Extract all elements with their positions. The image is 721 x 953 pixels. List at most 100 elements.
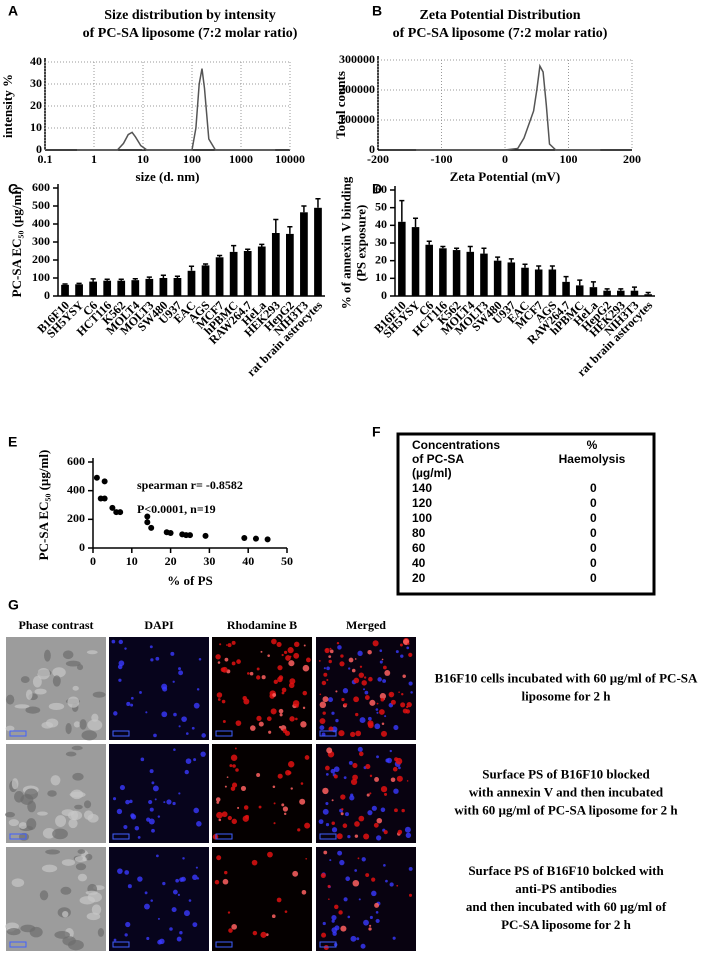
stain (334, 904, 339, 910)
bar (562, 281, 570, 296)
stain (294, 641, 300, 648)
point (101, 478, 108, 485)
nucleus (325, 801, 329, 806)
y-tick-label: 0 (79, 540, 85, 554)
bar (145, 278, 154, 296)
nucleus (144, 903, 150, 910)
stain (277, 665, 283, 671)
stain (281, 653, 284, 657)
nucleus (354, 869, 358, 872)
y-tick-label: 20 (375, 252, 387, 266)
stain (341, 808, 344, 811)
stain (352, 774, 358, 781)
stain (323, 672, 328, 677)
nucleus (330, 768, 336, 774)
column-header: DAPI (144, 618, 174, 632)
stain (283, 812, 287, 816)
table-cell: 120 (412, 496, 432, 510)
nucleus (198, 657, 202, 661)
stain (227, 815, 232, 821)
y-tick-label: 600 (32, 180, 50, 194)
bar (439, 248, 447, 296)
stain (227, 911, 231, 914)
error-bar (146, 276, 152, 279)
nucleus (382, 679, 387, 683)
micrograph (109, 847, 209, 951)
panel-label: G (8, 597, 19, 613)
error-bar (118, 278, 124, 281)
stain (300, 721, 307, 728)
stain (397, 829, 403, 835)
nucleus (177, 893, 181, 897)
cell (87, 813, 99, 823)
nucleus (130, 814, 137, 820)
y-tick-label: 400 (32, 216, 50, 230)
nucleus (364, 690, 369, 695)
cell (37, 811, 48, 816)
stain (276, 897, 282, 903)
nucleus (178, 792, 181, 795)
x-tick-label: 200 (623, 152, 641, 166)
stain (250, 725, 256, 731)
stain (354, 834, 359, 838)
table-cell: 100 (412, 511, 432, 525)
nucleus (185, 758, 192, 764)
nucleus (192, 874, 198, 881)
cell (41, 721, 54, 729)
stain (408, 893, 413, 897)
y-tick-label: 60 (375, 182, 387, 196)
nucleus (113, 938, 117, 942)
stain (232, 782, 238, 788)
bar (103, 280, 112, 296)
nucleus (389, 882, 394, 887)
nucleus (175, 878, 180, 883)
cell (62, 910, 69, 918)
stain (390, 699, 396, 705)
nucleus (371, 890, 377, 897)
point (264, 536, 271, 543)
stain (249, 671, 254, 676)
bar (617, 290, 625, 296)
stain (303, 644, 306, 647)
nucleus (149, 807, 154, 812)
stain (235, 720, 242, 727)
cell (75, 863, 87, 871)
bar (507, 262, 516, 296)
nucleus (375, 708, 379, 711)
table-header: of PC-SA (412, 452, 464, 466)
error-bar (618, 288, 624, 291)
stain (368, 676, 373, 682)
cell (73, 721, 81, 728)
stain (229, 764, 233, 768)
stain (218, 818, 222, 822)
nucleus (325, 823, 330, 827)
cell (55, 815, 67, 827)
stain (368, 927, 372, 931)
panel-label: D (372, 181, 382, 197)
nucleus (395, 650, 399, 654)
nucleus (161, 711, 168, 718)
cell (62, 936, 76, 946)
nucleus (319, 725, 325, 731)
nucleus (393, 788, 399, 794)
cell (65, 751, 77, 757)
error-bar (174, 275, 181, 278)
stain (215, 797, 221, 802)
cell (32, 675, 42, 688)
stain (331, 799, 334, 802)
cell (50, 775, 61, 786)
stain (268, 730, 272, 734)
nucleus (196, 821, 202, 827)
nucleus (162, 881, 166, 886)
stain (289, 716, 295, 722)
error-bar (481, 247, 487, 254)
row-caption: with 60 µg/ml of PC-SA liposome for 2 h (454, 802, 678, 817)
cell (42, 827, 56, 839)
nucleus (146, 936, 150, 941)
stain (285, 769, 291, 776)
stain (301, 890, 307, 895)
stain (305, 857, 308, 860)
stain (282, 806, 289, 812)
stain (383, 792, 388, 796)
nucleus (151, 781, 155, 785)
